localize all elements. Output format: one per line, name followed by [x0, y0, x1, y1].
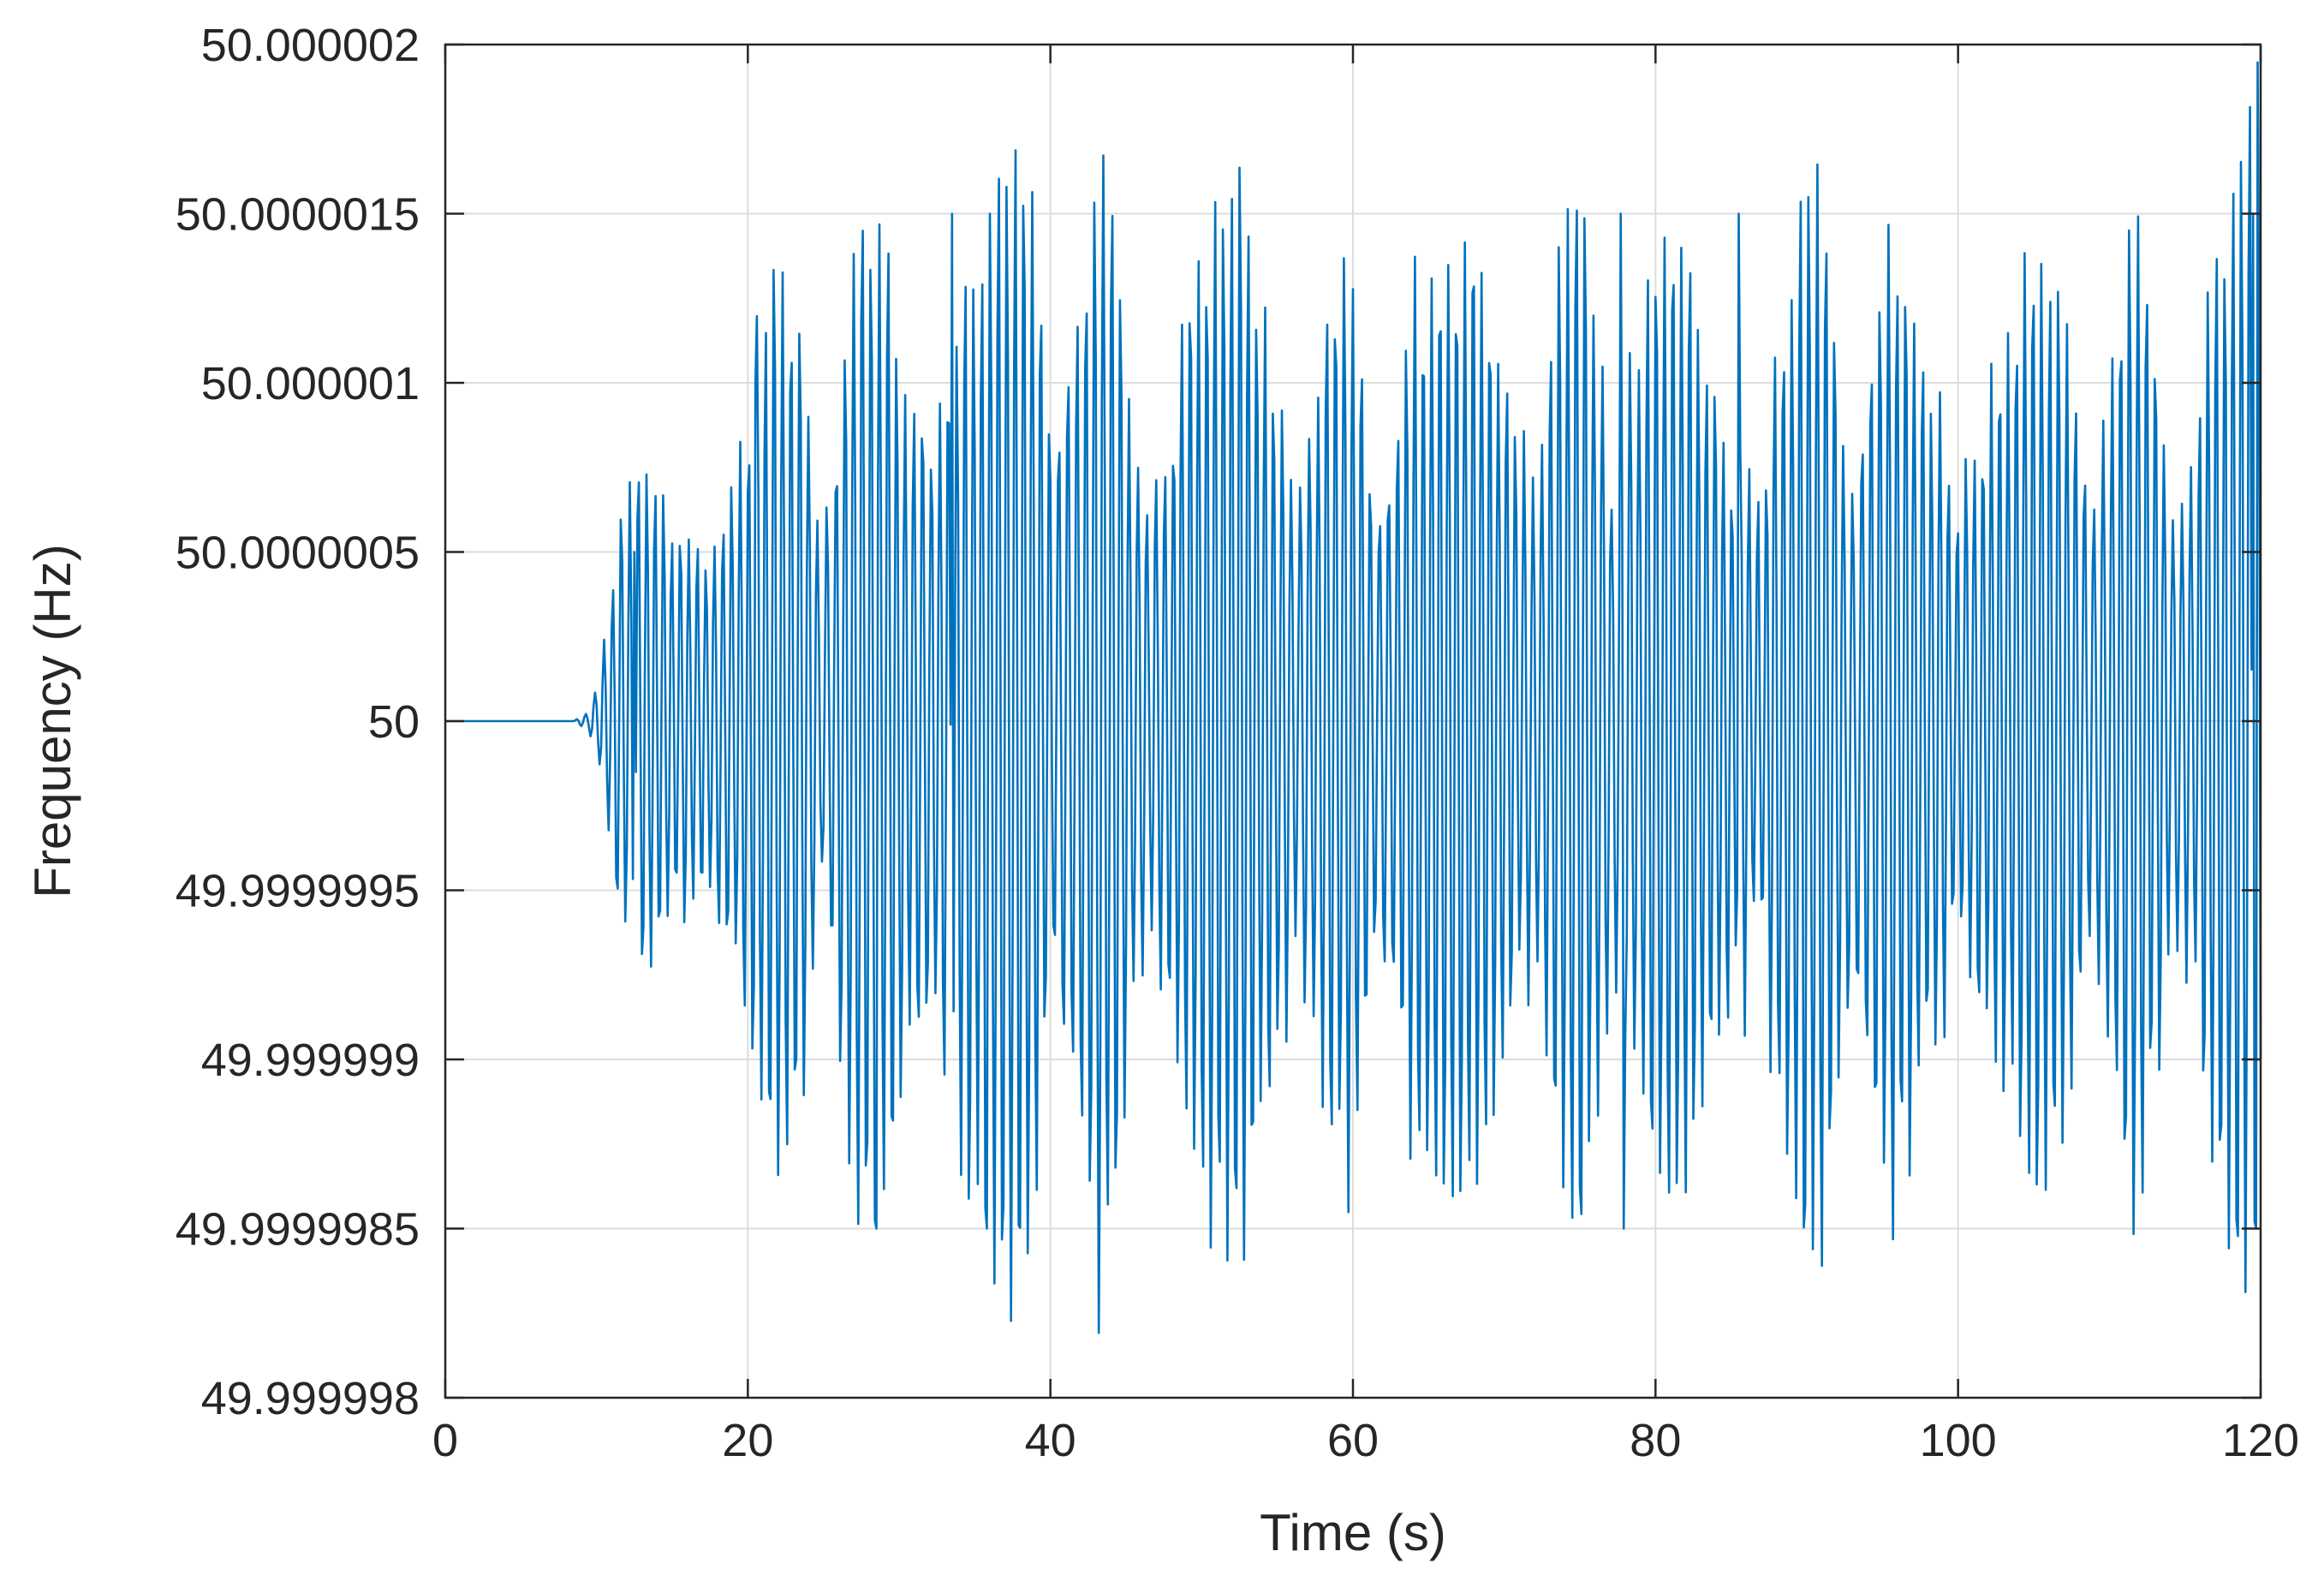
x-tick-label: 40: [1025, 1415, 1076, 1466]
y-tick-label: 50.0000005: [176, 528, 420, 579]
frequency-series-line: [445, 61, 2262, 1334]
y-tick-label: 50.0000015: [176, 189, 420, 241]
x-axis-title: Time (s): [1260, 1504, 1446, 1561]
x-tick-label: 120: [2222, 1415, 2299, 1466]
y-axis-title: Frequency (Hz): [24, 544, 81, 898]
x-tick-label: 20: [722, 1415, 773, 1466]
y-tick-label: 50.000002: [201, 20, 420, 71]
y-tick-label: 49.999999: [201, 1035, 420, 1086]
y-tick-label: 49.9999985: [176, 1204, 420, 1256]
y-tick-label: 49.999998: [201, 1373, 420, 1424]
y-tick-label: 49.9999995: [176, 866, 420, 917]
x-tick-labels: 0 20 40 60 80 100 120: [432, 1415, 2299, 1466]
x-tick-label: 80: [1630, 1415, 1681, 1466]
x-tick-label: 60: [1327, 1415, 1379, 1466]
y-tick-label: 50: [368, 696, 420, 748]
y-tick-label: 50.000001: [201, 358, 420, 409]
x-tick-label: 0: [432, 1415, 458, 1466]
ticks: [444, 43, 2262, 1399]
x-tick-label: 100: [1920, 1415, 1997, 1466]
y-tick-labels: 49.999998 49.9999985 49.999999 49.9999995 50…: [176, 20, 420, 1424]
series-layer: [445, 61, 2262, 1334]
